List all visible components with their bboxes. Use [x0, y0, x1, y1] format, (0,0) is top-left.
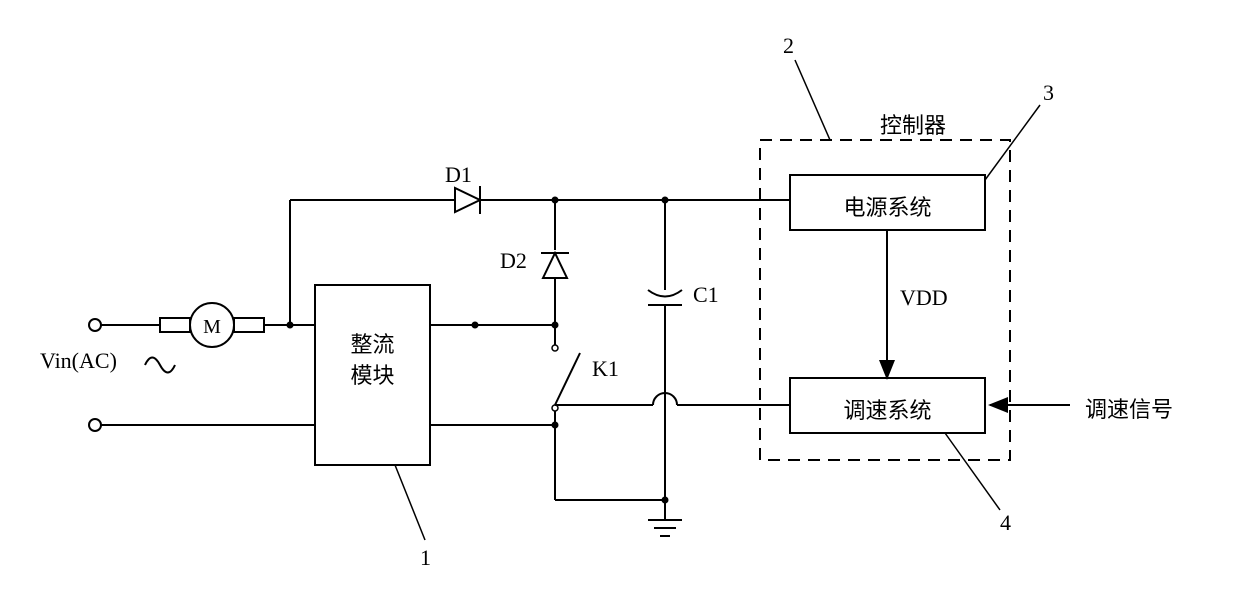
diode-d2: [541, 253, 569, 278]
input-terminal-top: [89, 319, 101, 331]
callout-2: 2: [783, 33, 794, 59]
d1-label: D1: [445, 162, 472, 188]
capacitor-c1-top: [648, 290, 682, 297]
circuit-diagram: M: [0, 0, 1240, 611]
rectifier-label: 整流 模块: [330, 330, 415, 392]
callout-1-line: [395, 465, 425, 540]
input-terminal-bottom: [89, 419, 101, 431]
speed-signal-label: 调速信号: [1085, 392, 1173, 424]
motor-terminal-left: [160, 318, 190, 332]
c1-label: C1: [693, 282, 719, 308]
callout-3-line: [985, 105, 1040, 180]
motor-terminal-right: [234, 318, 264, 332]
d2-label: D2: [500, 248, 527, 274]
vin-label: Vin(AC): [40, 348, 117, 374]
speed-system-label: 调速系统: [790, 393, 985, 425]
k1-label: K1: [592, 356, 619, 382]
ac-symbol: [145, 358, 175, 373]
vdd-label: VDD: [900, 285, 948, 311]
callout-3: 3: [1043, 80, 1054, 106]
callout-1: 1: [420, 545, 431, 571]
switch-k1: [555, 353, 580, 405]
diode-d1: [455, 186, 480, 214]
ground-symbol: [648, 520, 682, 536]
callout-2-line: [795, 60, 830, 140]
power-system-label: 电源系统: [790, 190, 985, 222]
callout-4: 4: [1000, 510, 1011, 536]
motor-label: M: [203, 316, 221, 338]
callout-4-line: [945, 433, 1000, 510]
controller-label: 控制器: [880, 108, 946, 140]
